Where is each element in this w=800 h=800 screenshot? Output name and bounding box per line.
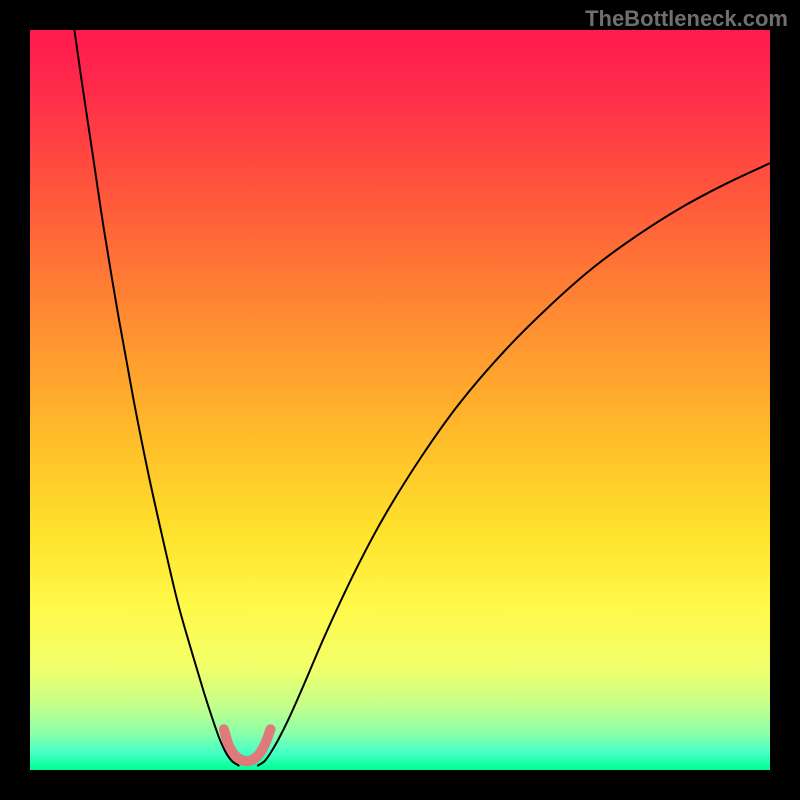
watermark-text: TheBottleneck.com <box>585 6 788 32</box>
chart-frame: TheBottleneck.com <box>0 0 800 800</box>
gradient-background <box>30 30 770 770</box>
plot-area <box>30 30 770 770</box>
bottleneck-chart <box>30 30 770 770</box>
